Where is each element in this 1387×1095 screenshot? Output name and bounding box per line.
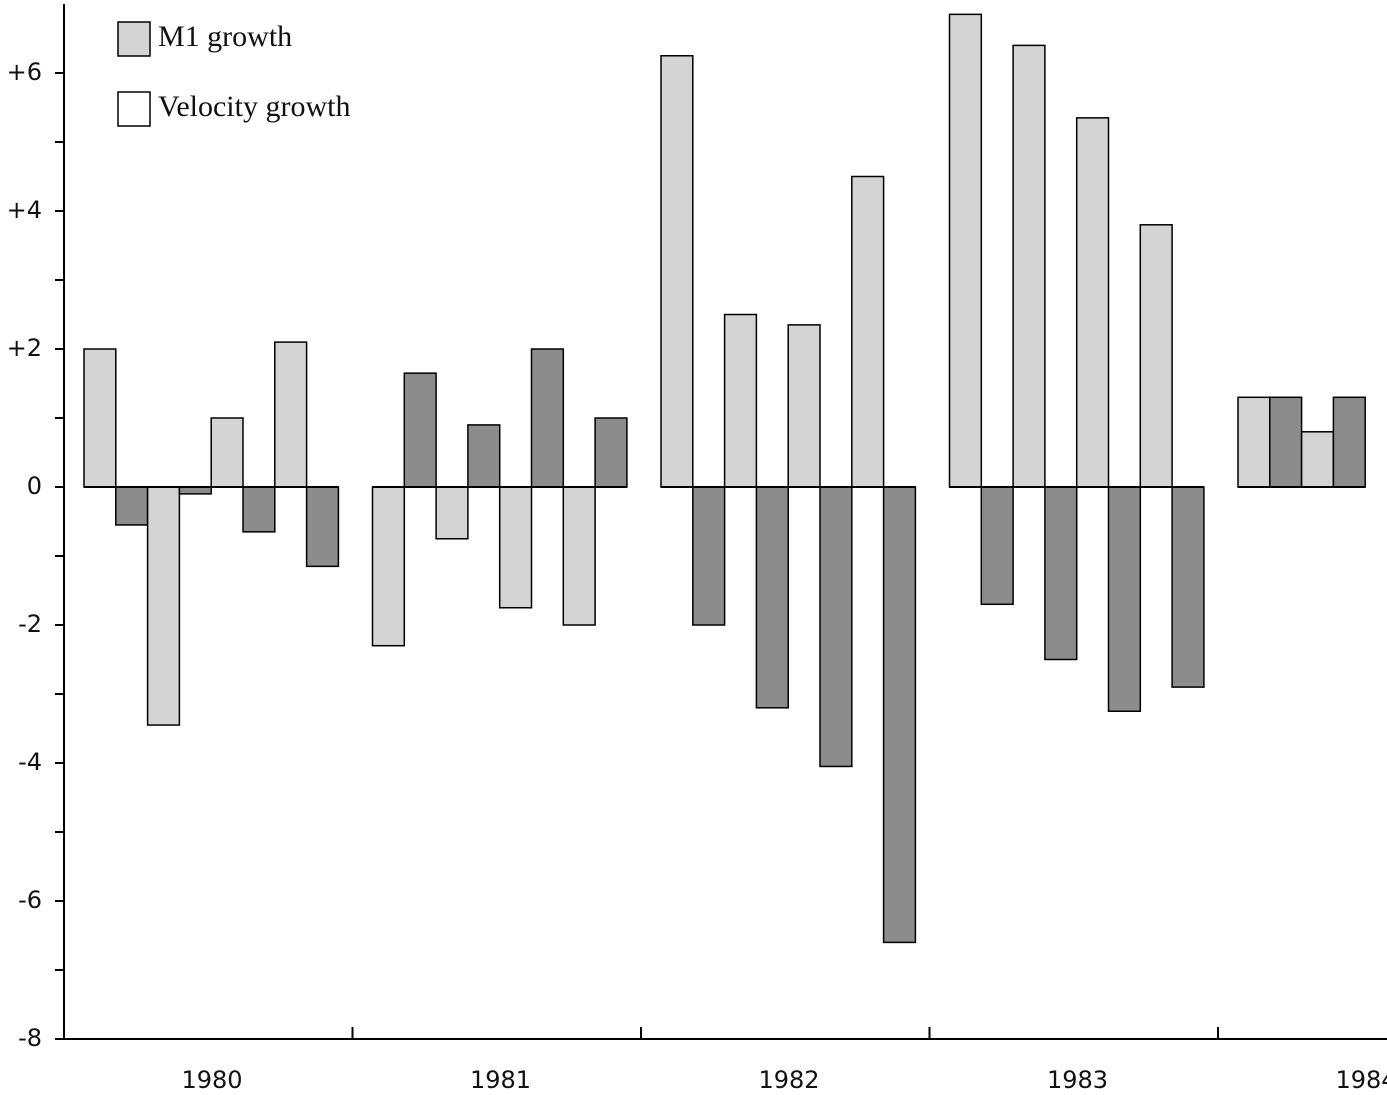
- bar: [1012, 44, 1046, 488]
- bar: [562, 486, 596, 626]
- x-tick-label: 1981: [470, 1066, 531, 1094]
- bar: [210, 417, 244, 488]
- legend-swatch: [117, 21, 151, 57]
- y-tick-label: +4: [7, 196, 42, 224]
- bar: [1075, 117, 1110, 488]
- bar: [1269, 396, 1303, 488]
- bar: [371, 486, 406, 647]
- bar: [594, 417, 628, 488]
- bar: [787, 324, 821, 488]
- bar: [1332, 396, 1366, 488]
- bar: [274, 341, 308, 488]
- bar: [1139, 224, 1173, 488]
- bar: [1237, 396, 1271, 488]
- y-tick-label: +2: [7, 334, 42, 362]
- y-tick-label: -4: [18, 748, 42, 776]
- y-tick-label: +6: [7, 58, 42, 86]
- bar: [851, 175, 885, 488]
- bar: [498, 486, 533, 609]
- legend-label: M1 growth: [158, 20, 292, 53]
- bar: [115, 486, 149, 526]
- x-tick-label: 1984: [1335, 1066, 1387, 1094]
- bar: [403, 372, 437, 488]
- bar: [882, 486, 917, 944]
- bar: [530, 348, 565, 488]
- x-tick-label: 1980: [181, 1066, 242, 1094]
- bar: [305, 486, 340, 568]
- bar: [242, 486, 276, 533]
- y-tick-label: -8: [18, 1024, 42, 1052]
- bar: [1300, 431, 1335, 488]
- bar: [1107, 486, 1142, 712]
- y-tick-label: 0: [27, 472, 42, 500]
- bar: [755, 486, 789, 709]
- bar: [948, 13, 983, 488]
- x-tick-label: 1982: [758, 1066, 819, 1094]
- bar: [723, 313, 758, 488]
- bar: [692, 486, 726, 626]
- bar: [435, 486, 469, 540]
- bar: [660, 55, 694, 488]
- bar: [819, 486, 853, 768]
- bar: [1171, 486, 1205, 688]
- bar: [1044, 486, 1078, 661]
- y-tick-label: -6: [18, 886, 42, 914]
- legend-label: Velocity growth: [158, 90, 350, 123]
- x-tick-label: 1983: [1047, 1066, 1108, 1094]
- bar: [83, 348, 117, 488]
- bar: [467, 424, 501, 488]
- bar: [178, 486, 212, 495]
- y-tick-label: -2: [18, 610, 42, 638]
- bar: [980, 486, 1014, 606]
- bar: [146, 486, 181, 726]
- legend-swatch: [117, 91, 151, 127]
